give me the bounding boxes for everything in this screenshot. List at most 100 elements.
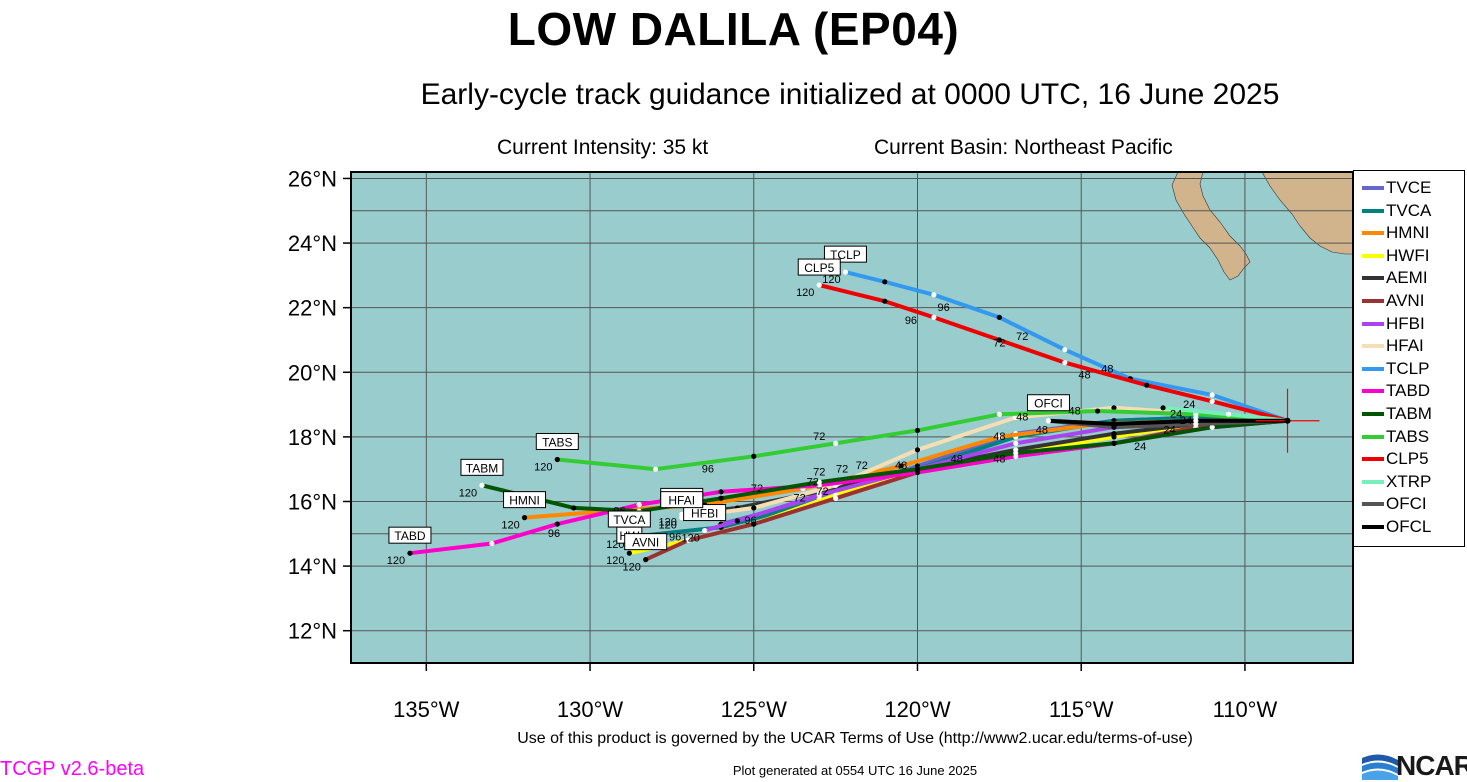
track-point — [751, 505, 757, 511]
plot-generated-time: Plot generated at 0554 UTC 16 June 2025 — [732, 763, 978, 778]
legend-item-aemi: AEMI — [1362, 268, 1428, 288]
model-tag-box — [823, 245, 867, 263]
track-point — [996, 411, 1002, 417]
model-tag-box — [388, 526, 432, 544]
lon-tick-label: 130°W — [557, 697, 624, 722]
forecast-hour-label: 48 — [951, 454, 963, 466]
forecast-hour-label: 24 — [1183, 399, 1195, 411]
track-end-hour-label: 120 — [659, 520, 677, 532]
forecast-hour-label: 96 — [669, 531, 681, 543]
forecast-hour-label: 72 — [836, 463, 848, 475]
track-point — [679, 515, 685, 521]
lon-tick-label: 135°W — [393, 697, 460, 722]
legend-label: AVNI — [1386, 291, 1425, 310]
land-baja-california — [1171, 172, 1251, 281]
forecast-hour-label: 24 — [1180, 415, 1192, 427]
legend-swatch — [1362, 412, 1384, 416]
forecast-hour-label: 72 — [993, 337, 1005, 349]
lat-tick-label: 12°N — [288, 619, 337, 644]
forecast-hour-label: 96 — [702, 463, 714, 475]
track-point — [1062, 359, 1068, 366]
model-tag-tabd: TABD — [394, 529, 425, 543]
track-end-hour-label: 120 — [501, 520, 519, 532]
legend-swatch — [1362, 276, 1384, 281]
legend-item-tclp: TCLP — [1362, 359, 1429, 379]
legend-item-xtrp: XTRP — [1362, 472, 1431, 492]
track-point — [626, 550, 632, 556]
track-point — [489, 540, 495, 547]
track-end-hour-label: 120 — [534, 461, 552, 473]
legend-swatch — [1362, 231, 1384, 236]
legend-item-tabd: TABD — [1362, 381, 1430, 401]
lat-tick-label: 16°N — [288, 489, 337, 514]
lat-tick-label: 24°N — [288, 231, 337, 256]
chart-subtitle: Early-cycle track guidance initialized a… — [420, 78, 1280, 111]
lat-tick-label: 22°N — [288, 296, 337, 321]
forecast-hour-label: 72 — [816, 486, 828, 498]
track-point — [833, 495, 839, 501]
legend-label: TABD — [1386, 381, 1431, 401]
track-point — [898, 463, 904, 469]
legend-swatch — [1362, 344, 1384, 349]
current-basin: Current Basin: Northeast Pacific — [874, 136, 1173, 159]
forecast-hour-label: 48 — [1101, 363, 1113, 375]
legend-swatch — [1362, 366, 1384, 371]
track-point — [914, 447, 921, 453]
legend-label: OFCL — [1386, 517, 1432, 536]
track-tclp — [845, 270, 1289, 423]
forecast-hour-label: 72 — [813, 467, 825, 479]
track-point — [1111, 421, 1117, 427]
model-tag-box — [460, 458, 504, 476]
legend-item-ofci: OFCI — [1362, 494, 1427, 514]
legend-item-tvce: TVCE — [1362, 178, 1431, 198]
track-end-hour-label: 120 — [387, 555, 405, 567]
track-point — [751, 453, 757, 459]
track-point — [1045, 418, 1052, 424]
track-point — [1225, 411, 1232, 417]
lon-tick-label: 115°W — [1049, 697, 1114, 722]
track-point — [816, 492, 822, 498]
forecast-hour-label: 24 — [1170, 409, 1182, 421]
legend-item-ofcl: OFCL — [1362, 517, 1431, 537]
track-point — [842, 269, 849, 275]
legend-swatch — [1362, 389, 1384, 394]
lat-tick-label: 14°N — [288, 554, 337, 579]
version-label: TCGP v2.6-beta — [0, 758, 145, 780]
legend-label: CLP5 — [1386, 449, 1429, 469]
track-point — [718, 495, 724, 501]
track-point — [407, 550, 413, 556]
forecast-hour-label: 72 — [813, 431, 825, 443]
forecast-hour-label: 72 — [807, 476, 819, 488]
model-tag-box — [683, 504, 727, 522]
track-point — [652, 466, 659, 472]
lat-tick-label: 18°N — [288, 425, 337, 450]
track-point — [914, 466, 921, 472]
legend-label: HMNI — [1386, 223, 1430, 243]
forecast-hour-label: 48 — [895, 460, 907, 472]
track-point — [914, 427, 921, 434]
model-tag-box — [660, 491, 704, 509]
ncar-logo: NCAR — [1360, 748, 1467, 781]
track-point — [643, 557, 649, 563]
forecast-hour-label: 48 — [993, 431, 1005, 443]
chart-title: LOW DALILA (EP04) — [507, 3, 960, 55]
model-tag-tabs: TABS — [542, 435, 572, 449]
model-tag-clp5: CLP5 — [804, 261, 834, 275]
track-point — [1144, 382, 1150, 388]
legend-label: HFAI — [1386, 336, 1424, 356]
track-point — [1111, 431, 1117, 437]
lat-tick-label: 26°N — [288, 166, 337, 191]
legend-swatch — [1362, 299, 1384, 303]
lon-tick-label: 120°W — [884, 697, 951, 722]
legend-swatch — [1362, 321, 1384, 326]
model-tag-tabm: TABM — [466, 461, 498, 475]
track-point — [554, 521, 560, 527]
model-tag-hfai: HFAI — [668, 494, 695, 508]
storm-position-marker — [1255, 388, 1320, 453]
legend-label: AEMI — [1386, 268, 1428, 288]
track-point — [1013, 414, 1019, 421]
track-end-hour-label: 120 — [681, 533, 699, 545]
legend-swatch — [1362, 525, 1384, 529]
track-point — [751, 521, 757, 527]
